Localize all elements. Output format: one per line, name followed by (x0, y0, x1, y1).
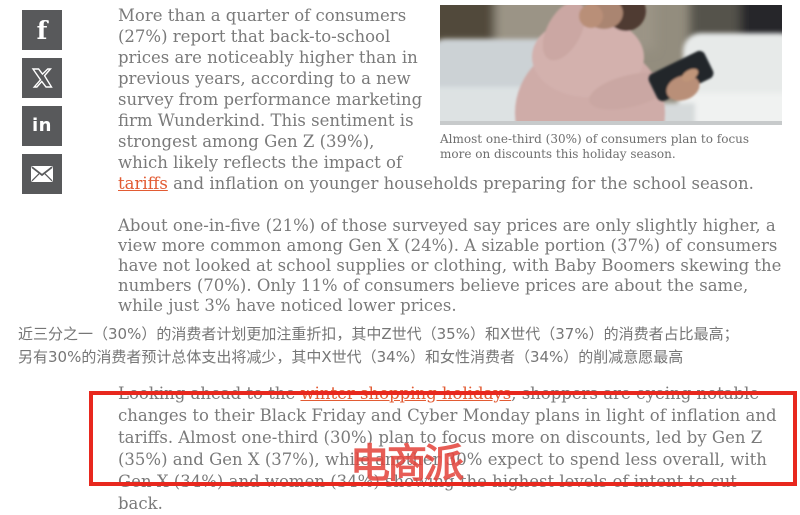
email-icon (29, 164, 55, 184)
x-icon (30, 66, 54, 90)
paragraph-1-text-after: and inflation on younger households prep… (167, 174, 754, 193)
article-figure: Almost one-third (30%) of consumers plan… (440, 5, 782, 162)
paragraph-3: Looking ahead to the winter shopping hol… (118, 383, 782, 515)
photo-caption: Almost one-third (30%) of consumers plan… (440, 132, 750, 161)
x-share-button[interactable] (22, 58, 62, 98)
email-share-button[interactable] (22, 154, 62, 194)
linkedin-icon: in (32, 115, 52, 136)
chinese-translation: 近三分之一（30%）的消费者计划更加注重折扣，其中Z世代（35%）和X世代（37… (18, 323, 800, 369)
translation-line-2: 另有30%的消费者预计总体支出将减少，其中X世代（34%）和女性消费者（34%）… (18, 348, 684, 366)
paragraph-3-text-after: , shoppers are eyeing notable changes to… (118, 384, 777, 513)
linkedin-share-button[interactable]: in (22, 106, 62, 146)
paragraph-1: More than a quarter of consumers (27%) r… (118, 5, 782, 195)
article-photo (440, 5, 782, 125)
winter-shopping-holidays-link[interactable]: winter shopping holidays (300, 384, 512, 403)
translation-line-1: 近三分之一（30%）的消费者计划更加注重折扣，其中Z世代（35%）和X世代（37… (18, 325, 739, 343)
article-body: Almost one-third (30%) of consumers plan… (18, 5, 782, 515)
share-rail: f in (22, 10, 62, 202)
paragraph-3-text: Looking ahead to the (118, 384, 301, 403)
facebook-share-button[interactable]: f (22, 10, 62, 50)
facebook-icon: f (36, 15, 48, 45)
tariffs-link[interactable]: tariffs (118, 174, 168, 193)
paragraph-1-text: More than a quarter of consumers (27%) r… (118, 6, 423, 172)
paragraph-2: About one-in-five (21%) of those surveye… (118, 216, 782, 315)
